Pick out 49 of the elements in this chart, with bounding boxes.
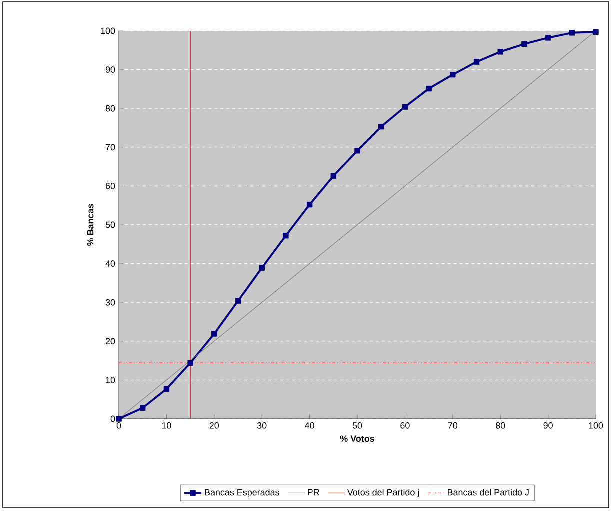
- point: [283, 232, 289, 239]
- x-tick-label: 60: [400, 422, 410, 429]
- y-tick-label: 0: [110, 416, 116, 422]
- point: [545, 35, 552, 41]
- legend-label: Bancas del Partido J: [448, 489, 529, 496]
- point: [569, 30, 576, 36]
- point: [212, 331, 218, 337]
- legend-label: Bancas Esperadas: [205, 489, 280, 498]
- point: [306, 202, 313, 208]
- point: [116, 416, 122, 422]
- x-tick-label: 50: [352, 422, 362, 429]
- point: [522, 41, 528, 48]
- y-tick-label: 100: [101, 28, 116, 34]
- y-tick-label: 40: [106, 260, 116, 267]
- point: [235, 298, 242, 304]
- x-tick-label: 100: [589, 422, 604, 429]
- point: [474, 59, 480, 65]
- y-tick-label: 50: [106, 222, 116, 228]
- x-tick-label: 10: [162, 422, 172, 429]
- y-axis-title: % Bancas: [87, 204, 94, 246]
- y-tick-label: 10: [106, 377, 116, 384]
- x-tick-label: 70: [448, 422, 458, 429]
- point: [188, 360, 194, 366]
- point: [593, 29, 599, 35]
- x-tick-label: 0: [116, 422, 122, 429]
- x-tick-label: 20: [210, 422, 220, 429]
- point: [164, 386, 170, 392]
- point: [330, 173, 337, 179]
- y-tick-label: 60: [106, 183, 116, 190]
- legend-label: Votos del Partido j: [347, 489, 420, 498]
- x-tick-label: 80: [496, 422, 506, 429]
- legend-label: PR: [308, 489, 320, 496]
- x-tick-label: 40: [305, 422, 314, 429]
- point: [140, 405, 146, 411]
- point: [402, 104, 408, 110]
- point: [354, 148, 360, 154]
- point: [498, 49, 504, 55]
- point: [259, 265, 265, 271]
- x-tick-label: 30: [257, 422, 267, 429]
- y-tick-label: 30: [106, 299, 116, 306]
- x-axis-title: % Votos: [340, 436, 375, 442]
- y-tick-label: 90: [106, 66, 116, 73]
- point: [450, 72, 456, 78]
- x-tick-label: 90: [544, 422, 553, 429]
- y-tick-label: 70: [106, 144, 116, 151]
- y-tick-label: 20: [106, 338, 116, 345]
- point: [378, 124, 384, 130]
- y-tick-label: 80: [106, 105, 116, 112]
- point: [426, 86, 432, 92]
